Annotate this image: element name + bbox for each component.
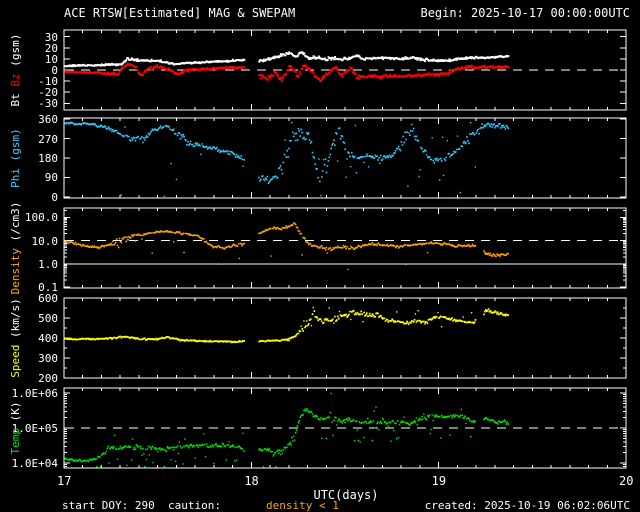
y-tick-label: 0	[51, 64, 58, 77]
y-tick-label: 10	[44, 52, 58, 66]
y-tick-label: 180	[38, 152, 58, 165]
series-phi-scatter	[120, 121, 476, 197]
plot-title: ACE RTSW[Estimated] MAG & SWEPAM	[64, 6, 296, 20]
series-temp-scatter	[96, 392, 476, 468]
y-tick-label: 500	[38, 312, 58, 325]
y-tick-label: 0.1	[38, 281, 58, 295]
y-tick-label: 400	[38, 332, 58, 345]
y-tick-label: -20	[38, 86, 58, 100]
y-axis-label-temp: Temp (K)	[9, 401, 22, 455]
caution-label: caution:	[168, 499, 221, 512]
y-tick-label: 270	[38, 132, 58, 146]
y-tick-label: 1.0E+05	[11, 422, 58, 435]
series-speed-scatter	[300, 306, 496, 328]
y-tick-label: -10	[38, 75, 58, 89]
y-tick-label: 90	[44, 171, 58, 185]
y-tick-label: 1.0E+06	[11, 387, 58, 400]
x-tick-label: 17	[57, 474, 72, 488]
y-tick-label: 200	[38, 372, 58, 385]
y-tick-label: 1.0E+04	[11, 457, 58, 470]
y-tick-label: 20	[44, 41, 58, 55]
y-tick-label: 10.0	[31, 234, 59, 248]
series-temp	[64, 407, 510, 463]
created-timestamp: created: 2025-10-19 06:02:06UTC	[424, 499, 630, 512]
series-density	[64, 222, 510, 258]
y-tick-label: -30	[38, 97, 58, 111]
start-doy-label: start DOY: 290	[62, 499, 155, 512]
y-tick-label: 0	[51, 190, 58, 204]
series-bt	[64, 51, 510, 68]
begin-timestamp: Begin: 2025-10-17 00:00:00UTC	[420, 6, 630, 20]
x-axis-title: UTC(days)	[313, 488, 379, 502]
x-tick-label: 18	[244, 474, 259, 488]
series-phi	[64, 121, 510, 184]
series-speed	[64, 308, 510, 344]
y-tick-label: 360	[38, 113, 58, 127]
y-tick-label: 300	[38, 352, 58, 365]
series-bz	[64, 62, 510, 82]
y-tick-label: 1.0	[38, 257, 58, 271]
x-tick-label: 19	[431, 474, 447, 488]
y-tick-label: 30	[44, 30, 58, 44]
caution-value: density < 1	[266, 499, 339, 512]
x-tick-label: 20	[619, 474, 634, 488]
y-tick-label: 600	[38, 292, 58, 305]
y-tick-label: 100.0	[24, 211, 58, 225]
